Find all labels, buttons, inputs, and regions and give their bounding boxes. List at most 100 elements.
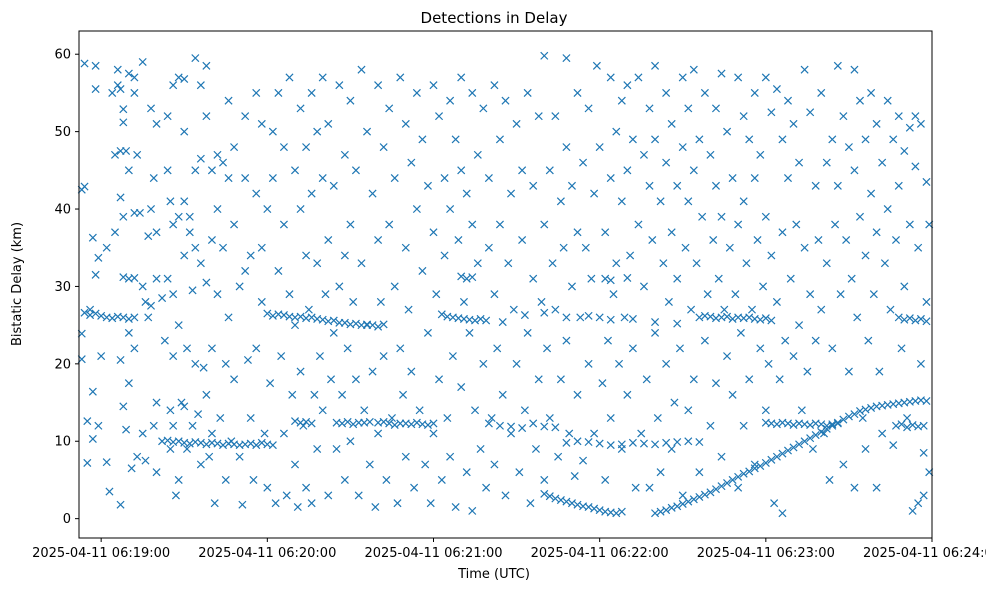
detection-marker <box>548 259 557 268</box>
detection-marker <box>202 278 211 287</box>
detection-marker <box>864 336 873 345</box>
detection-marker <box>922 396 931 406</box>
detection-marker <box>166 406 175 415</box>
detection-marker <box>878 429 887 438</box>
detection-marker <box>446 205 455 214</box>
detection-marker <box>573 88 582 97</box>
detection-marker <box>789 420 798 430</box>
detection-marker <box>401 119 410 128</box>
detection-marker <box>484 243 493 252</box>
detection-marker <box>141 456 150 465</box>
detection-marker <box>518 424 527 433</box>
detection-marker <box>573 228 582 237</box>
detection-marker <box>595 506 604 515</box>
detection-marker <box>374 81 383 90</box>
detection-marker <box>152 228 161 237</box>
detection-marker <box>346 96 355 105</box>
detection-marker <box>745 467 754 476</box>
detection-marker <box>587 274 596 283</box>
detection-marker <box>756 315 765 324</box>
detection-marker <box>894 313 903 322</box>
detection-marker <box>520 406 529 415</box>
detection-marker <box>606 174 615 183</box>
detection-marker <box>651 328 660 337</box>
detection-marker <box>412 88 421 97</box>
detection-marker <box>662 359 671 368</box>
detection-marker <box>423 420 432 430</box>
detection-marker <box>124 379 133 388</box>
detection-marker <box>288 390 297 399</box>
detection-marker <box>667 228 676 237</box>
detection-marker <box>285 290 294 299</box>
detection-marker <box>900 282 909 291</box>
detection-marker <box>144 313 153 322</box>
detection-marker <box>382 475 391 484</box>
detection-marker <box>83 458 92 467</box>
detection-marker <box>471 406 480 415</box>
detection-marker <box>867 88 876 97</box>
x-tick-label: 2025-04-11 06:22:00 <box>531 546 669 561</box>
detection-marker <box>526 499 535 508</box>
detection-marker <box>905 220 914 229</box>
detection-marker <box>235 282 244 291</box>
detection-marker <box>728 475 737 484</box>
detection-marker <box>221 359 230 368</box>
detection-marker <box>584 503 593 512</box>
detection-marker <box>678 499 687 508</box>
detection-marker <box>498 318 507 327</box>
detection-marker <box>279 143 288 152</box>
detection-marker <box>351 319 360 328</box>
detection-marker <box>191 359 200 368</box>
detection-marker <box>169 290 178 299</box>
detection-marker <box>160 336 169 345</box>
detection-marker <box>501 491 510 500</box>
detection-marker <box>435 112 444 121</box>
detection-marker <box>839 112 848 121</box>
detection-marker <box>329 316 338 325</box>
detection-marker <box>717 69 726 78</box>
detection-marker <box>529 419 538 428</box>
detection-marker <box>396 73 405 82</box>
detection-marker <box>772 420 781 429</box>
detection-marker <box>806 434 815 443</box>
detection-marker <box>218 158 228 167</box>
detection-marker <box>634 220 643 229</box>
detection-marker <box>717 452 726 461</box>
detection-marker <box>487 413 496 423</box>
detection-marker <box>174 475 183 484</box>
detection-marker <box>750 88 759 97</box>
detection-marker <box>185 228 194 237</box>
detection-marker <box>842 235 851 245</box>
detection-marker <box>246 439 255 448</box>
detection-marker <box>689 166 698 175</box>
detection-marker <box>543 344 552 353</box>
detection-marker <box>529 181 538 190</box>
detection-marker <box>734 472 743 481</box>
detection-marker <box>363 321 372 330</box>
detection-marker <box>714 274 723 283</box>
detection-marker <box>218 243 228 252</box>
detection-marker <box>490 290 499 299</box>
detection-marker <box>102 243 111 252</box>
detection-marker <box>717 482 726 491</box>
detection-marker <box>772 297 781 306</box>
detection-marker <box>315 352 324 361</box>
detection-marker <box>279 429 288 438</box>
detection-marker <box>825 475 834 484</box>
detection-marker <box>163 166 172 175</box>
detection-marker <box>495 220 504 229</box>
detection-marker <box>817 305 826 314</box>
detection-marker <box>684 406 693 415</box>
detection-marker <box>166 197 175 206</box>
detection-marker <box>290 460 300 469</box>
detection-marker <box>623 81 632 90</box>
detection-marker <box>357 259 366 268</box>
detection-marker <box>695 468 704 477</box>
detection-marker <box>894 181 903 190</box>
detection-marker <box>739 421 748 430</box>
detection-marker <box>651 61 660 70</box>
detection-marker <box>310 390 319 399</box>
detection-marker <box>246 251 255 260</box>
detection-marker <box>146 301 156 310</box>
detection-marker <box>891 421 901 430</box>
